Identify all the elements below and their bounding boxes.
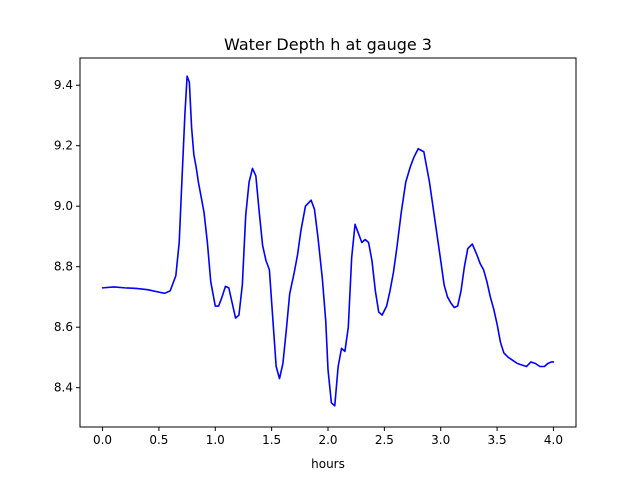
x-tick-label: 4.0 (544, 433, 563, 447)
axes: 0.0 0.5 1.0 1.5 2.0 2.5 3.0 3.5 4.0 8.4 8.6 8.8 9.0 9… (54, 57, 577, 447)
y-tick-label: 9.4 (54, 78, 73, 92)
y-tick-label: 9.0 (54, 199, 73, 213)
x-tick-label: 0.0 (93, 433, 112, 447)
y-tick-label: 8.6 (54, 320, 73, 334)
x-tick-label: 2.0 (318, 433, 337, 447)
x-tick-label: 3.0 (431, 433, 450, 447)
y-tick-label: 8.4 (54, 381, 73, 395)
x-tick-label: 2.5 (375, 433, 394, 447)
y-tick-label: 8.8 (54, 260, 73, 274)
x-axis-label: hours (311, 457, 345, 471)
chart-title: Water Depth h at gauge 3 (224, 35, 432, 54)
y-tick-label: 9.2 (54, 139, 73, 153)
plot-area (101, 75, 555, 407)
x-tick-label: 0.5 (149, 433, 168, 447)
x-tick-label: 1.5 (262, 433, 281, 447)
x-tick-label: 3.5 (488, 433, 507, 447)
series-line-1 (101, 75, 555, 407)
x-tick-label: 1.0 (206, 433, 225, 447)
